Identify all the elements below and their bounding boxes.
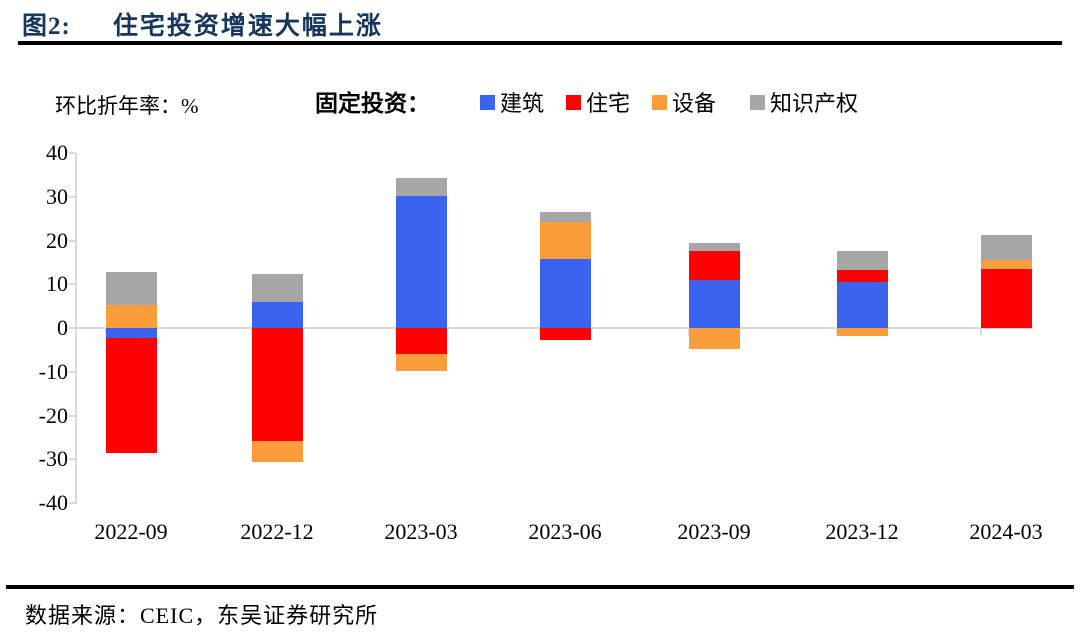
- y-axis-tick: [69, 283, 75, 286]
- figure-number-label: 图2:: [22, 13, 71, 40]
- footer-divider-line: [6, 585, 1074, 589]
- x-axis-category-label: 2023-06: [528, 519, 602, 544]
- bar-segment: [688, 279, 740, 328]
- title-divider-line: [18, 41, 1062, 45]
- bar-segment: [251, 273, 303, 302]
- y-axis-tick-label: 40: [46, 140, 68, 165]
- y-axis-tick: [69, 195, 75, 198]
- bar-segment: [395, 177, 447, 196]
- x-axis-category-label: 2023-03: [384, 519, 458, 544]
- x-axis-category-label: 2024-03: [969, 519, 1043, 544]
- y-axis-tick-label: 10: [46, 271, 68, 297]
- legend-swatch-icon: [652, 94, 668, 110]
- legend-item-label: 设备: [672, 91, 717, 116]
- y-axis-tick-label: 30: [46, 183, 68, 209]
- legend-item-label: 住宅: [586, 91, 631, 116]
- legend-item: 知识产权: [750, 86, 858, 118]
- bar-segment: [539, 222, 591, 259]
- y-axis-tick-label: 20: [46, 227, 68, 253]
- bar-segment: [539, 258, 591, 328]
- y-axis-tick-label: -10: [38, 358, 68, 384]
- y-axis-tick-label: -40: [38, 490, 68, 515]
- y-axis-tick: [69, 370, 75, 373]
- legend-item-label: 知识产权: [770, 91, 859, 116]
- y-axis-unit-label: 环比折年率：%: [55, 94, 199, 118]
- bar-segment: [105, 272, 157, 305]
- bar-segment: [251, 301, 303, 328]
- legend-item: 住宅: [566, 86, 630, 118]
- bar-segment: [105, 338, 157, 453]
- x-axis-category-label: 2023-09: [677, 519, 751, 544]
- y-axis-tick: [69, 502, 75, 504]
- bar-segment: [980, 259, 1032, 269]
- bar-segment: [980, 234, 1032, 260]
- legend-item-label: 建筑: [500, 91, 545, 116]
- chart-legend: 建筑 住宅 设备 知识产权: [480, 86, 858, 118]
- x-axis-tick: [979, 329, 982, 335]
- bar-segment: [395, 353, 447, 371]
- legend-item: 建筑: [480, 86, 544, 118]
- bar-segment: [395, 195, 447, 328]
- y-axis-tick: [69, 239, 75, 242]
- bar-segment: [836, 281, 888, 328]
- bar-segment: [395, 328, 447, 354]
- figure-title: 住宅投资增速大幅上涨: [112, 13, 383, 40]
- y-axis-tick-label: -30: [38, 446, 68, 472]
- y-axis-tick: [69, 414, 75, 417]
- legend-swatch-icon: [480, 94, 495, 110]
- legend-swatch-icon: [566, 94, 582, 110]
- x-axis-category-label: 2022-09: [94, 519, 168, 544]
- bar-segment: [836, 250, 888, 270]
- legend-item: 设备: [652, 86, 716, 118]
- figure-header: 图2: 住宅投资增速大幅上涨: [22, 6, 383, 42]
- bar-segment: [688, 243, 740, 252]
- bar-segment: [539, 328, 591, 340]
- bar-segment: [836, 328, 888, 336]
- data-source-text: 数据来源：CEIC，东吴证券研究所: [25, 603, 379, 628]
- y-axis-tick: [69, 458, 75, 461]
- y-axis-tick: [69, 152, 75, 154]
- y-axis-tick-label: -20: [38, 402, 68, 428]
- x-axis-category-label: 2023-12: [825, 519, 899, 544]
- chart-plot-area: 40 30 20 10 0 -10 -20 -30 -40 2022-09 2022-12 2023-…: [39, 142, 1043, 545]
- bar-segment: [251, 440, 303, 462]
- bar-segment: [539, 212, 591, 223]
- legend-swatch-icon: [750, 94, 766, 110]
- y-axis-tick-label: 0: [57, 315, 68, 340]
- bar-segment: [688, 251, 740, 280]
- bar-segment: [836, 269, 888, 282]
- bar-segment: [105, 328, 157, 339]
- x-axis-category-label: 2022-12: [240, 519, 314, 544]
- bar-segment: [105, 304, 157, 328]
- bar-segment: [688, 328, 740, 349]
- bar-segment: [251, 328, 303, 441]
- y-axis-tick: [69, 327, 75, 329]
- bar-segment: [980, 268, 1032, 328]
- legend-caption: 固定投资：: [315, 91, 430, 116]
